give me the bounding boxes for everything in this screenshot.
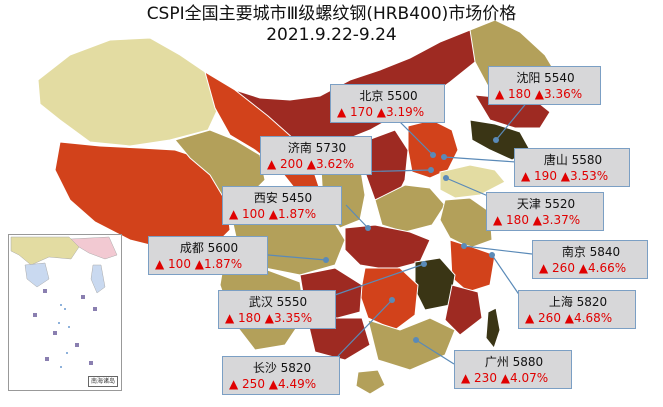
city-callout: 唐山 5580 ▲ 190 ▲3.53%: [514, 148, 630, 187]
city-name-price: 西安 5450: [253, 191, 313, 205]
city-name-price: 武汉 5550: [248, 295, 308, 309]
city-callout: 武汉 5550 ▲ 180 ▲3.35%: [218, 290, 336, 329]
city-price-change: ▲ 180 ▲3.35%: [225, 311, 313, 325]
city-callout: 天津 5520 ▲ 180 ▲3.37%: [486, 192, 604, 231]
city-price-change: ▲ 180 ▲3.37%: [493, 213, 581, 227]
city-name-price: 唐山 5580: [543, 153, 603, 167]
city-callout: 西安 5450 ▲ 100 ▲1.87%: [222, 186, 342, 225]
city-callout: 成都 5600 ▲ 100 ▲1.87%: [148, 236, 268, 275]
region-hainan: [355, 369, 386, 395]
city-name-price: 天津 5520: [516, 197, 576, 211]
region-henan: [374, 184, 446, 233]
city-callout: 济南 5730 ▲ 200 ▲3.62%: [260, 136, 372, 175]
city-name-price: 南京 5840: [561, 245, 621, 259]
title-line-2: 2021.9.22-9.24: [266, 25, 397, 45]
city-price-change: ▲ 100 ▲1.87%: [229, 207, 317, 221]
inset-map: [10, 236, 118, 368]
city-callout: 沈阳 5540 ▲ 180 ▲3.36%: [488, 66, 601, 105]
city-name-price: 成都 5600: [179, 241, 239, 255]
city-callout: 北京 5500 ▲ 170 ▲3.19%: [330, 84, 445, 123]
region-guangdong: [367, 317, 456, 371]
city-name-price: 济南 5730: [287, 141, 347, 155]
region-xinjiang: [37, 37, 223, 147]
city-name-price: 长沙 5820: [252, 361, 312, 375]
city-callout: 长沙 5820 ▲ 250 ▲4.49%: [222, 356, 340, 395]
city-price-change: ▲ 260 ▲4.66%: [539, 261, 627, 275]
leader-lines: [267, 83, 543, 365]
region-taiwan: [485, 307, 501, 350]
city-callout: 南京 5840 ▲ 260 ▲4.66%: [532, 240, 648, 279]
city-price-change: ▲ 250 ▲4.49%: [229, 377, 317, 391]
city-name-price: 北京 5500: [359, 89, 418, 103]
city-price-change: ▲ 260 ▲4.68%: [525, 311, 613, 325]
city-callout: 上海 5820 ▲ 260 ▲4.68%: [518, 290, 636, 329]
south-china-sea-inset: 南海诸岛: [8, 234, 122, 391]
city-name-price: 沈阳 5540: [516, 71, 575, 85]
city-price-change: ▲ 230 ▲4.07%: [461, 371, 549, 385]
region-shandong: [439, 164, 506, 199]
city-price-change: ▲ 170 ▲3.19%: [337, 105, 425, 119]
region-jiangsu: [439, 197, 493, 249]
city-markers: [323, 137, 499, 343]
city-price-change: ▲ 200 ▲3.62%: [267, 157, 355, 171]
map-title: CSPI全国主要城市Ⅲ级螺纹钢(HRB400)市场价格 2021.9.22-9.…: [0, 4, 663, 46]
inset-label: 南海诸岛: [87, 376, 118, 387]
city-callout: 广州 5880 ▲ 230 ▲4.07%: [454, 350, 572, 389]
city-price-change: ▲ 190 ▲3.53%: [521, 169, 609, 183]
city-price-change: ▲ 180 ▲3.36%: [495, 87, 583, 101]
region-zhejiang: [449, 239, 496, 293]
region-fujian: [444, 284, 483, 336]
title-line-1: CSPI全国主要城市Ⅲ级螺纹钢(HRB400)市场价格: [146, 4, 517, 24]
city-price-change: ▲ 100 ▲1.87%: [155, 257, 243, 271]
city-name-price: 广州 5880: [484, 355, 544, 369]
city-name-price: 上海 5820: [548, 295, 608, 309]
